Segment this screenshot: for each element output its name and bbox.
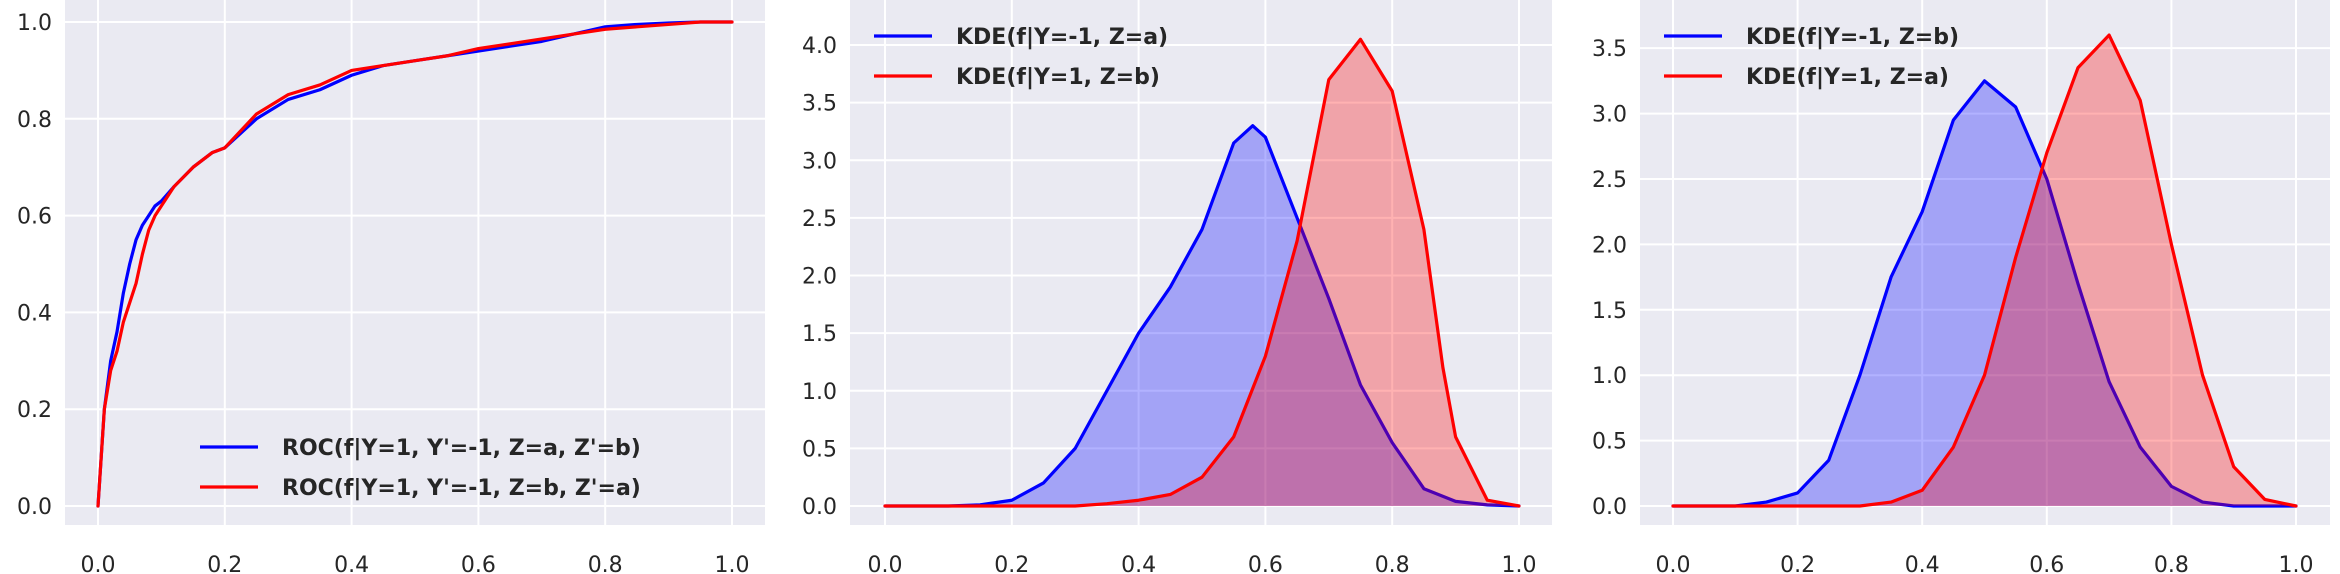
legend-label: KDE(f|Y=-1, Z=b)	[1746, 25, 1959, 50]
x-tick-label: 0.8	[588, 553, 623, 574]
x-tick-label: 0.2	[994, 553, 1029, 574]
legend-label: KDE(f|Y=-1, Z=a)	[956, 25, 1168, 50]
x-tick-label: 1.0	[2279, 553, 2314, 574]
x-tick-label: 0.6	[1248, 553, 1283, 574]
data-layer	[96, 20, 734, 508]
data-layer	[1671, 33, 2298, 508]
y-tick-label: 0.5	[802, 437, 837, 462]
plot-background	[1640, 0, 2330, 525]
gridlines	[1640, 0, 2330, 525]
x-tick-label: 1.0	[715, 553, 750, 574]
y-tick-label: 3.0	[1592, 103, 1627, 128]
chart-panel-1: 0.0 0.2 0.4 0.6 0.8 1.0 0.0 0.2 0.4 0.6 0.8 1.0 ROC(…	[17, 0, 765, 574]
legend: KDE(f|Y=-1, Z=a) KDE(f|Y=1, Z=b)	[874, 25, 1168, 90]
series-area-2	[1673, 35, 2296, 506]
x-tick-label: 0.0	[868, 553, 903, 574]
x-tick-label: 1.0	[1502, 553, 1537, 574]
y-tick-label: 0.0	[802, 495, 837, 520]
x-tick-label: 0.6	[461, 553, 496, 574]
y-tick-label: 0.2	[17, 398, 52, 423]
series-area-1	[885, 125, 1519, 506]
y-tick-label: 0.8	[17, 108, 52, 133]
y-tick-label: 1.5	[802, 322, 837, 347]
x-tick-label: 0.4	[334, 553, 369, 574]
x-tick-label: 0.0	[1656, 553, 1691, 574]
y-tick-label: 3.0	[802, 149, 837, 174]
y-tick-label: 2.5	[802, 207, 837, 232]
legend-label: KDE(f|Y=1, Z=a)	[1746, 65, 1949, 90]
series-line-1	[1671, 79, 2298, 508]
x-tick-label: 0.0	[81, 553, 116, 574]
series-line-1	[883, 124, 1521, 508]
y-tick-label: 0.0	[17, 495, 52, 520]
y-tick-label: 3.5	[802, 92, 837, 117]
legend-label: KDE(f|Y=1, Z=b)	[956, 65, 1160, 90]
y-tick-label: 3.5	[1592, 37, 1627, 62]
y-tick-label: 1.0	[17, 11, 52, 36]
y-tick-label: 0.4	[17, 301, 52, 326]
gridlines	[65, 0, 765, 525]
x-tick-label: 0.8	[1375, 553, 1410, 574]
series-line-2	[883, 37, 1521, 508]
data-layer	[883, 37, 1521, 508]
series-line-2	[1671, 33, 2298, 508]
chart-panel-2: 0.0 0.2 0.4 0.6 0.8 1.0 0.0 0.5 1.0 1.5 2.0 2.5 3.0 3…	[802, 0, 1552, 574]
y-tick-label: 2.0	[802, 265, 837, 290]
plot-background	[850, 0, 1552, 525]
series-area-2	[885, 39, 1519, 507]
y-tick-label: 4.0	[802, 34, 837, 59]
x-tick-label: 0.4	[1905, 553, 1940, 574]
legend-label: ROC(f|Y=1, Y'=-1, Z=a, Z'=b)	[282, 436, 641, 461]
legend: KDE(f|Y=-1, Z=b) KDE(f|Y=1, Z=a)	[1664, 25, 1959, 90]
y-tick-label: 0.6	[17, 205, 52, 230]
x-tick-label: 0.4	[1121, 553, 1156, 574]
x-tick-label: 0.2	[207, 553, 242, 574]
y-tick-label: 1.0	[1592, 364, 1627, 389]
y-tick-label: 0.5	[1592, 430, 1627, 455]
series-area-1	[1673, 80, 2296, 506]
gridlines	[850, 0, 1552, 525]
x-tick-label: 0.2	[1780, 553, 1815, 574]
y-tick-label: 1.5	[1592, 299, 1627, 324]
chart-panels: 0.0 0.2 0.4 0.6 0.8 1.0 0.0 0.2 0.4 0.6 0.8 1.0 ROC(…	[17, 0, 2330, 574]
chart-panel-3: 0.0 0.2 0.4 0.6 0.8 1.0 0.0 0.5 1.0 1.5 2.0 2.5 3.0 3…	[1592, 0, 2330, 574]
legend-label: ROC(f|Y=1, Y'=-1, Z=b, Z'=a)	[282, 476, 641, 501]
x-tick-label: 0.6	[2029, 553, 2064, 574]
y-tick-label: 1.0	[802, 380, 837, 405]
plot-background	[65, 0, 765, 525]
y-tick-label: 0.0	[1592, 495, 1627, 520]
legend: ROC(f|Y=1, Y'=-1, Z=a, Z'=b) ROC(f|Y=1, Y…	[200, 436, 641, 501]
y-tick-label: 2.5	[1592, 168, 1627, 193]
y-tick-label: 2.0	[1592, 233, 1627, 258]
series-line-2	[96, 20, 734, 508]
x-tick-label: 0.8	[2154, 553, 2189, 574]
